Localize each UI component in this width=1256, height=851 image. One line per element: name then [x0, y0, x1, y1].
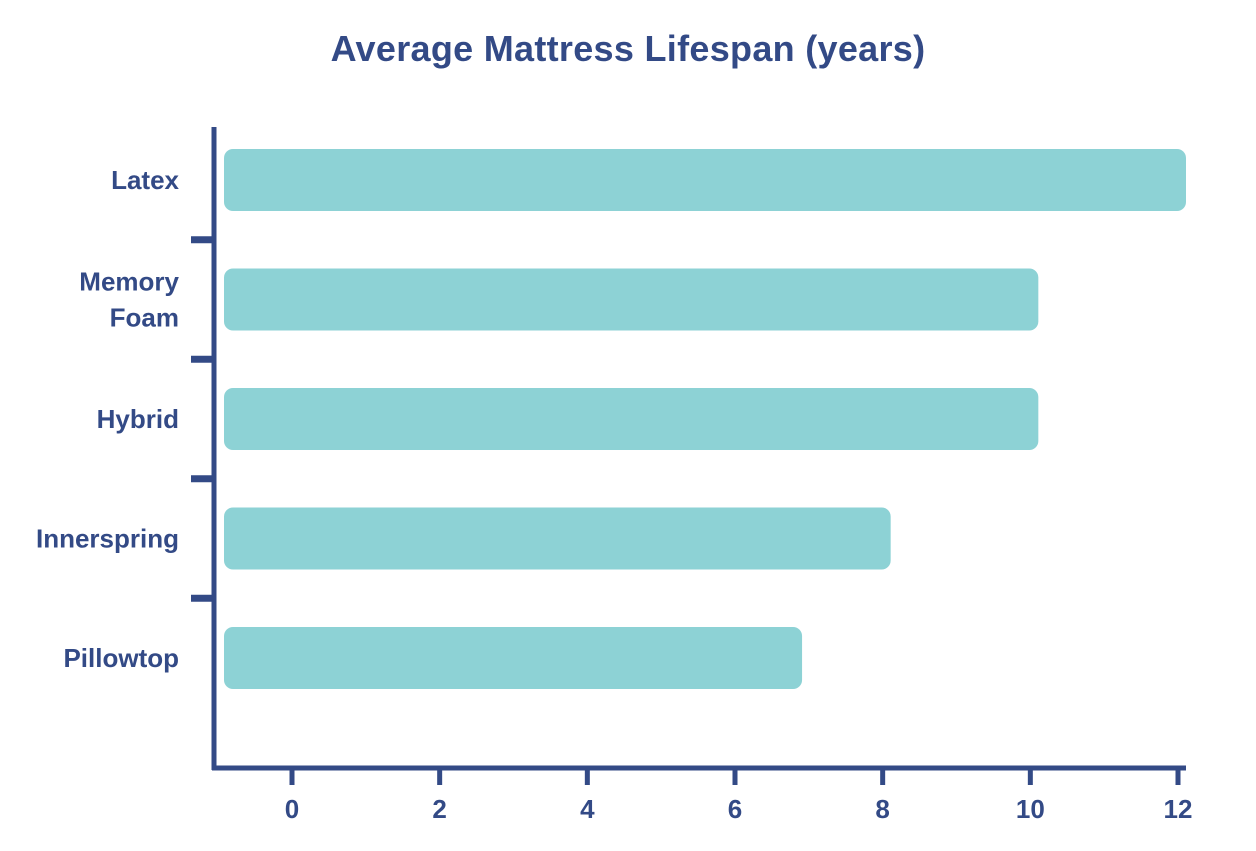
bar — [224, 268, 1039, 331]
x-tick-label: 6 — [728, 794, 742, 824]
chart-title: Average Mattress Lifespan (years) — [330, 28, 926, 69]
bars-layer — [224, 149, 1186, 689]
bar — [224, 149, 1186, 211]
axes — [191, 127, 1186, 785]
category-label-line: Hybrid — [97, 404, 179, 434]
bar — [224, 388, 1039, 450]
category-label: Latex — [111, 165, 179, 195]
x-tick-label: 4 — [580, 794, 595, 824]
category-label-line: Foam — [110, 303, 179, 333]
x-tick-label: 8 — [875, 794, 889, 824]
bar — [224, 627, 803, 689]
category-label-line: Memory — [79, 267, 179, 297]
x-tick-label: 2 — [432, 794, 446, 824]
category-label-line: Pillowtop — [63, 643, 179, 673]
category-label: Pillowtop — [63, 643, 179, 673]
x-tick-label: 12 — [1164, 794, 1193, 824]
category-label: Hybrid — [97, 404, 179, 434]
category-label-line: Latex — [111, 165, 179, 195]
category-label-line: Innerspring — [36, 524, 179, 554]
bar — [224, 507, 891, 570]
labels-layer: Latex Memory Foam Hybrid Innerspring Pillowto… — [36, 165, 1192, 824]
category-label: Memory Foam — [79, 267, 179, 333]
x-tick-label: 0 — [285, 794, 299, 824]
x-tick-label: 10 — [1016, 794, 1045, 824]
category-label: Innerspring — [36, 524, 179, 554]
